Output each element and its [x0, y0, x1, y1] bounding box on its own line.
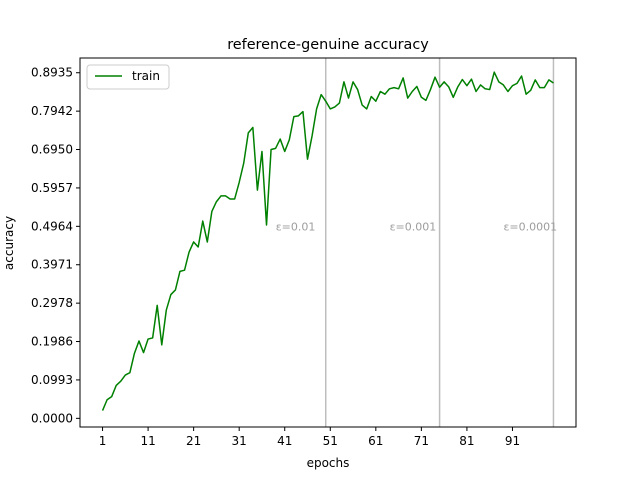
y-tick-label: 0.2978: [31, 296, 73, 310]
x-tick-label: 41: [277, 434, 292, 448]
x-tick-label: 21: [186, 434, 201, 448]
y-tick-label: 0.0993: [31, 373, 73, 387]
x-tick-label: 61: [368, 434, 383, 448]
vline-label-1: ε=0.01: [276, 220, 316, 233]
plot-frame: [79, 57, 577, 428]
legend-box: [86, 64, 170, 90]
y-tick-label: 0.5957: [31, 181, 73, 195]
x-tick-label: 31: [232, 434, 247, 448]
chart-title: reference-genuine accuracy: [227, 37, 429, 53]
x-tick-label: 51: [323, 434, 338, 448]
y-axis-label: accuracy: [2, 216, 16, 270]
y-tick-label: 0.6950: [31, 143, 73, 157]
y-tick-label: 0.0000: [31, 411, 73, 425]
y-tick-label: 0.4964: [31, 219, 73, 233]
x-tick-label: 91: [505, 434, 520, 448]
x-tick-label: 81: [459, 434, 474, 448]
y-tick-label: 0.1986: [31, 335, 73, 349]
vline-label-2: ε=0.001: [390, 220, 437, 233]
y-tick-label: 0.3971: [31, 258, 73, 272]
x-tick-label: 11: [140, 434, 155, 448]
x-tick-label: 71: [414, 434, 429, 448]
y-tick-label: 0.7942: [31, 104, 73, 118]
vline-label-3: ε=0.0001: [503, 220, 557, 233]
y-tick-label: 0.8935: [31, 66, 73, 80]
series-line-train: [101, 71, 554, 411]
x-tick-label: 1: [99, 434, 107, 448]
legend-label-train: train: [132, 69, 160, 83]
x-axis-label: epochs: [307, 456, 350, 470]
